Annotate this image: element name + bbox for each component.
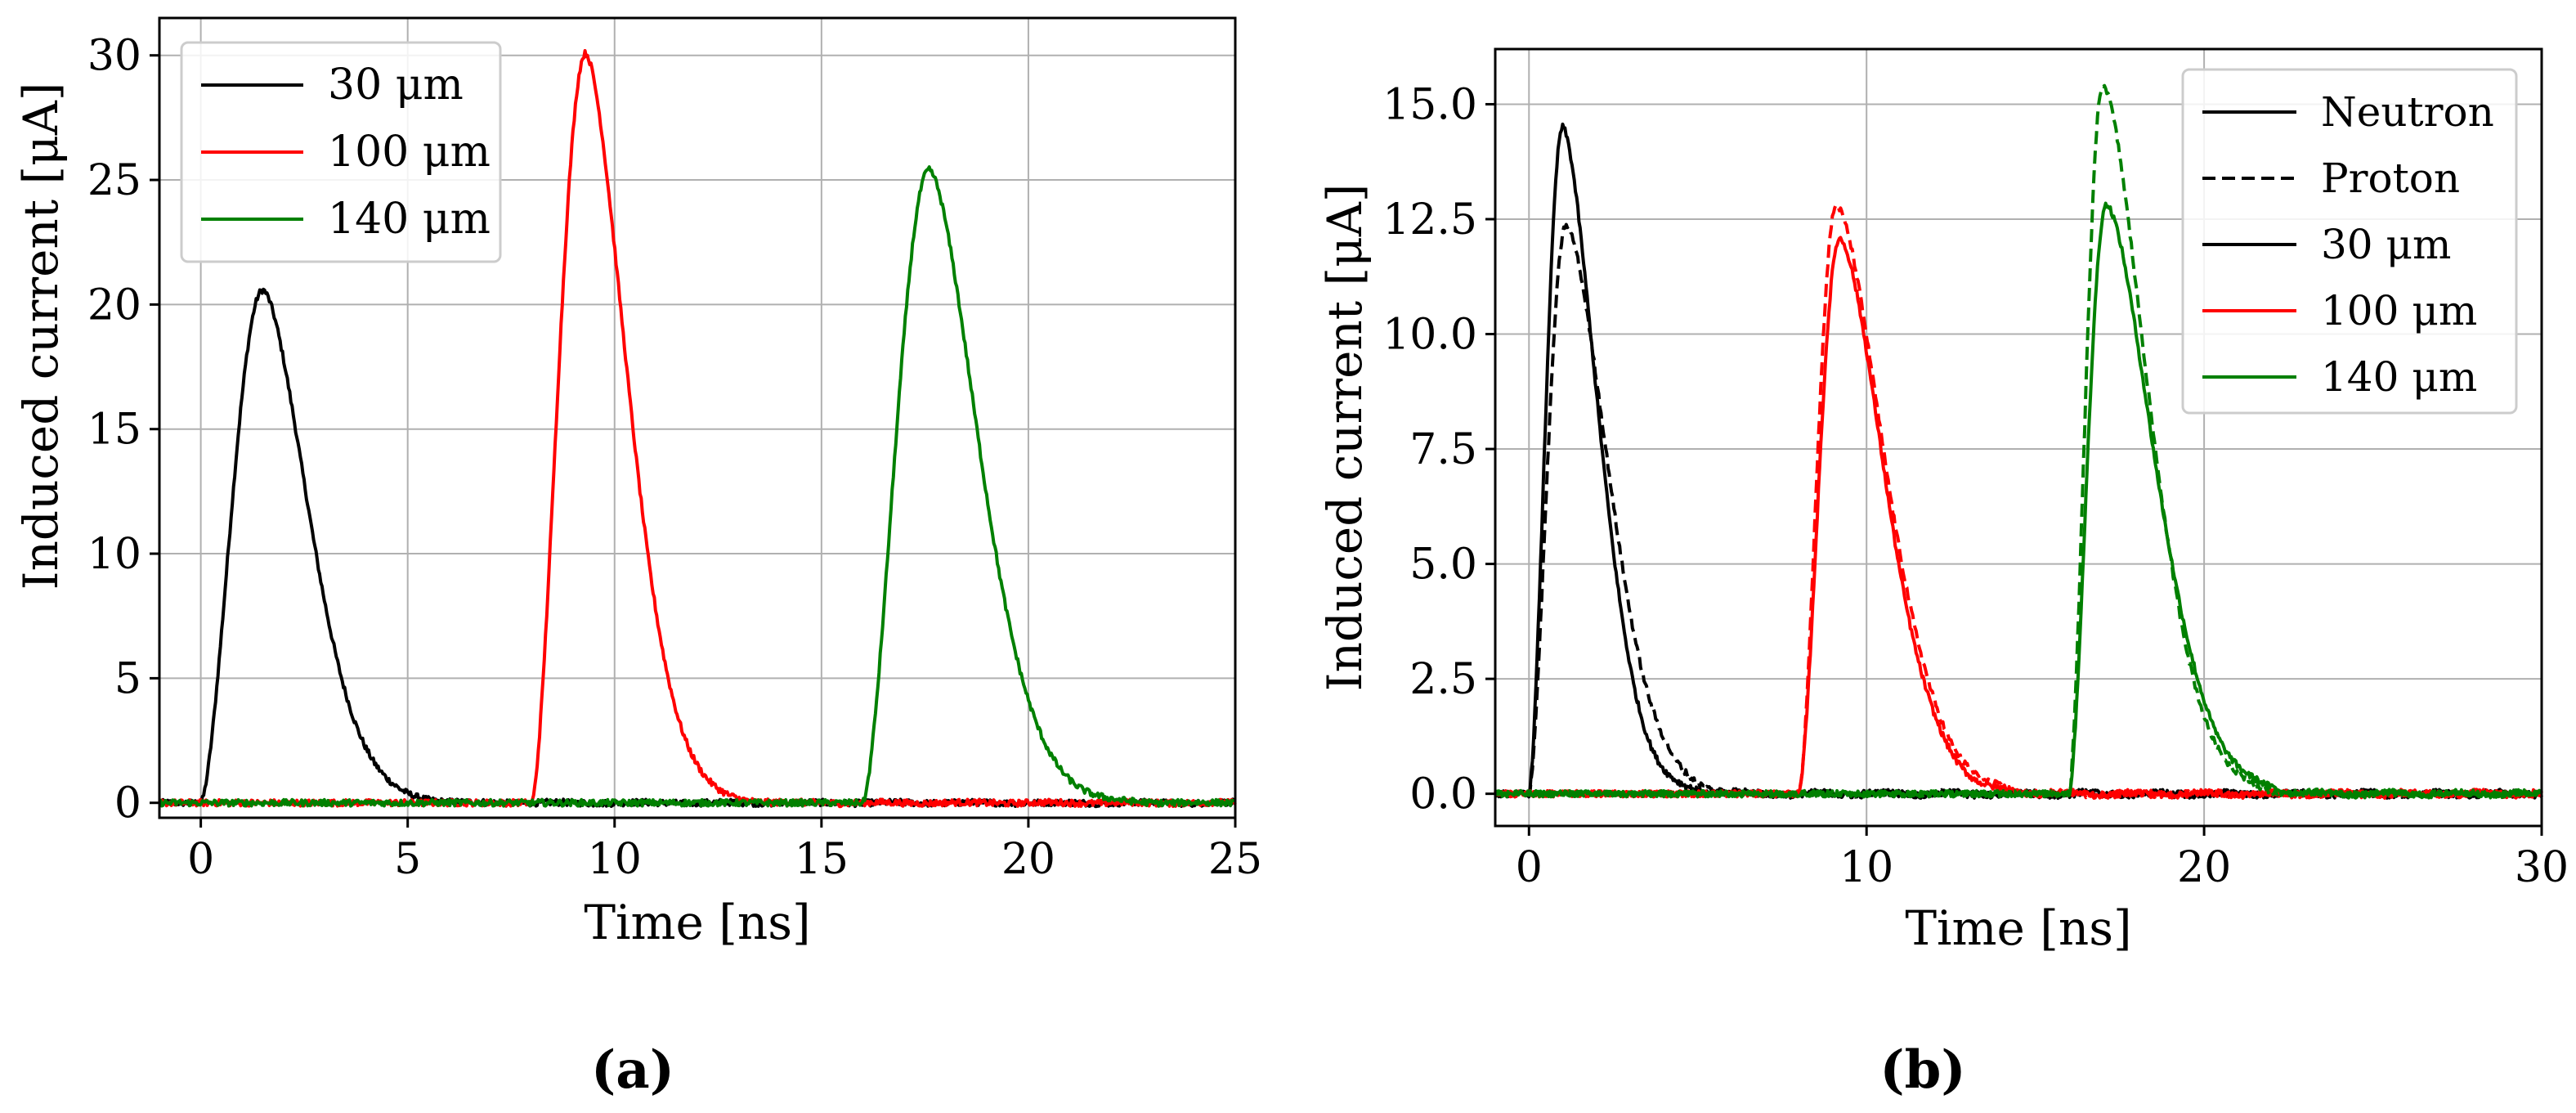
y-tick-label: 30 xyxy=(87,32,141,81)
series-line-30-m xyxy=(158,287,1237,809)
legend-label: 140 μm xyxy=(328,195,491,244)
legend-label: 100 μm xyxy=(328,128,491,177)
y-tick-label: 10.0 xyxy=(1382,311,1477,360)
y-tick-label: 7.5 xyxy=(1409,425,1477,474)
y-tick-label: 15 xyxy=(87,406,141,455)
legend-label: 30 μm xyxy=(2321,221,2451,268)
x-tick-label: 10 xyxy=(588,835,642,884)
legend-label: 30 μm xyxy=(328,61,464,110)
y-tick-label: 2.5 xyxy=(1409,655,1477,704)
legend-box xyxy=(2181,68,2518,415)
y-tick-label: 0.0 xyxy=(1409,770,1477,819)
legend-box xyxy=(180,41,502,263)
chart-panel-a: 0 5 10 15 20 25 0 5 10 15 20 25 30 Time [ns] Induce… xyxy=(13,16,1262,1101)
y-tick-label: 0 xyxy=(114,779,141,828)
y-axis-label-b: Induced current [μA] xyxy=(1317,184,1373,692)
series-group-a xyxy=(158,49,1237,809)
y-tick-label: 12.5 xyxy=(1382,195,1477,245)
x-tick-label: 15 xyxy=(795,835,849,884)
x-ticks-b: 0 10 20 30 xyxy=(1516,826,2569,892)
y-tick-label: 20 xyxy=(87,280,141,330)
panel-caption-a: (a) xyxy=(591,1039,674,1101)
y-tick-label: 25 xyxy=(87,156,141,205)
y-tick-label: 10 xyxy=(87,530,141,579)
plot-frame-b xyxy=(1494,47,2543,828)
chart-panel-b: 0 10 20 30 0.0 2.5 5.0 7.5 10.0 12.5 15.0 Time [n… xyxy=(1317,47,2569,1101)
y-ticks-b: 0.0 2.5 5.0 7.5 10.0 12.5 15.0 xyxy=(1382,80,1495,819)
legend-label: 140 μm xyxy=(2321,353,2477,401)
panel-caption-b: (b) xyxy=(1879,1039,1965,1101)
series-line-140-m xyxy=(159,165,1236,808)
x-tick-label: 20 xyxy=(1001,835,1055,884)
y-ticks-a: 0 5 10 15 20 25 30 xyxy=(87,32,159,828)
x-tick-label: 10 xyxy=(1839,843,1893,892)
x-axis-label-b: Time [ns] xyxy=(1905,900,2131,956)
legend-label: Proton xyxy=(2321,155,2460,202)
series-group-b xyxy=(1494,83,2543,801)
series-line-140-m-proton xyxy=(1494,83,2543,800)
x-axis-label-a: Time [ns] xyxy=(584,895,810,950)
x-tick-label: 25 xyxy=(1208,835,1262,884)
legend-label: Neutron xyxy=(2321,88,2494,136)
y-axis-label-a: Induced current [μA] xyxy=(13,83,69,590)
x-tick-label: 0 xyxy=(187,835,214,884)
x-tick-label: 0 xyxy=(1516,843,1543,892)
legend-a: 30 μm 100 μm 140 μm xyxy=(180,41,502,263)
x-tick-label: 20 xyxy=(2177,843,2231,892)
legend-label: 100 μm xyxy=(2321,287,2477,334)
plot-frame-a xyxy=(158,16,1237,819)
x-tick-label: 5 xyxy=(394,835,421,884)
y-tick-label: 15.0 xyxy=(1382,80,1477,129)
x-ticks-a: 0 5 10 15 20 25 xyxy=(187,818,1262,884)
y-tick-label: 5 xyxy=(114,654,141,703)
y-tick-label: 5.0 xyxy=(1409,541,1477,590)
legend-b: Neutron Proton 30 μm 100 μm 140 μm xyxy=(2181,68,2518,415)
x-tick-label: 30 xyxy=(2515,843,2569,892)
